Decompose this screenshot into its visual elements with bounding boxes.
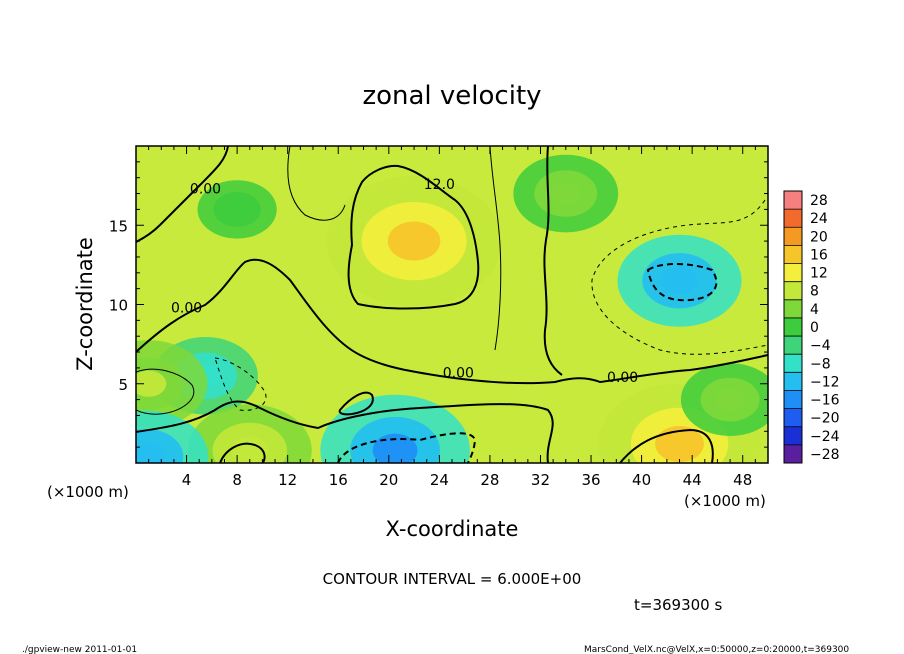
colorbar-label-14: −28 — [810, 447, 840, 463]
footer-right: MarsCond_VelX.nc@VelX,x=0:50000,z=0:2000… — [584, 645, 849, 654]
contour-line-zero-upper — [136, 146, 229, 243]
y-tick-label-15: 15 — [109, 217, 128, 235]
x-axis-ticks: 4 8 12 16 20 24 28 32 36 40 44 48 — [148, 146, 756, 489]
contour-label-4: 0.00 — [607, 370, 638, 386]
colorbar-frame — [783, 190, 803, 464]
x-unit-label: (×1000 m) — [684, 492, 766, 510]
colorbar-label-5: 8 — [810, 284, 819, 300]
x-tick-label-8: 8 — [232, 471, 242, 489]
field-blob-core-8 — [225, 200, 249, 219]
x-tick-label-24: 24 — [430, 471, 449, 489]
contour-line-pos-lower-left — [219, 442, 266, 463]
y-unit-label: (×1000 m) — [47, 483, 129, 501]
x-tick-label-20: 20 — [379, 471, 398, 489]
colorbar-label-2: 20 — [810, 229, 828, 245]
contour-line-thin-3 — [136, 368, 195, 415]
x-tick-label-40: 40 — [632, 471, 651, 489]
time-text: t=369300 s — [634, 596, 722, 614]
colorbar-swatch-13 — [784, 426, 802, 445]
colorbar-label-13: −24 — [810, 429, 840, 445]
colorbar-swatch-9 — [784, 354, 802, 373]
colorbar-label-7: 0 — [810, 320, 819, 336]
x-tick-label-36: 36 — [581, 471, 600, 489]
colorbar-swatch-0 — [784, 191, 802, 210]
x-axis-title: X-coordinate — [386, 517, 519, 541]
contour-label-1: 0.00 — [190, 182, 221, 198]
colorbar-swatch-7 — [784, 317, 802, 337]
contour-line-zero-blob — [338, 391, 374, 416]
field-blob-core-9 — [550, 181, 582, 206]
contour-line-neg-left — [214, 357, 267, 411]
x-tick-label-16: 16 — [329, 471, 348, 489]
colorbar-label-11: −16 — [810, 393, 840, 409]
field-blob-core-0 — [387, 221, 441, 261]
contour-line-zero-lower — [136, 400, 554, 463]
x-tick-label-48: 48 — [733, 471, 752, 489]
colorbar-label-0: 28 — [810, 193, 828, 209]
contour-line-neg-bottom — [337, 432, 477, 463]
contour-labels: 12.0 0.00 0.00 0.00 0.00 — [171, 177, 638, 386]
y-axis-title: Z-coordinate — [73, 237, 97, 371]
colorbar-swatch-1 — [784, 209, 802, 228]
colorbar-swatch-12 — [784, 408, 802, 427]
x-tick-label-4: 4 — [182, 471, 192, 489]
colorbar-swatch-4 — [784, 263, 802, 282]
field-blob-core-7 — [136, 442, 165, 463]
colorbar-label-6: 4 — [810, 302, 819, 318]
chart-title: zonal velocity — [362, 81, 541, 111]
colorbar-swatch-6 — [784, 299, 802, 318]
colorbar-label-9: −8 — [810, 356, 831, 372]
colorbar-swatch-3 — [784, 245, 802, 264]
colorbar-swatch-10 — [784, 372, 802, 391]
x-tick-label-32: 32 — [531, 471, 550, 489]
x-tick-label-28: 28 — [480, 471, 499, 489]
contour-interval-text: CONTOUR INTERVAL = 6.000E+00 — [323, 570, 582, 588]
contour-label-3: 0.00 — [443, 365, 474, 381]
field-blob-core-3 — [655, 425, 704, 463]
colorbar-label-1: 24 — [810, 211, 828, 227]
colorbar-label-4: 12 — [810, 266, 828, 282]
colorbar-label-3: 16 — [810, 247, 828, 263]
contour-line-thin-2 — [489, 146, 502, 351]
x-tick-label-44: 44 — [683, 471, 702, 489]
y-tick-label-5: 5 — [118, 376, 128, 394]
contour-line-neg-right — [646, 263, 718, 302]
y-axis-ticks: 5 10 15 — [109, 161, 768, 448]
contour-line-thin-1 — [287, 146, 346, 221]
contour-line-zero-vertical — [543, 146, 563, 376]
field-blob-core-1 — [660, 266, 699, 295]
colorbar-label-8: −4 — [810, 338, 831, 354]
colorbar-label-12: −20 — [810, 411, 840, 427]
contour-line-zero-middle — [136, 258, 768, 385]
colorbar: 28 24 20 16 12 8 4 0 −4 −8 −12 −16 −20 −24 −28 — [783, 190, 840, 464]
colorbar-swatch-2 — [784, 227, 802, 246]
contour-label-0: 12.0 — [424, 177, 455, 193]
colorbar-label-10: −12 — [810, 374, 840, 390]
contour-line-pos-lower-right — [619, 428, 714, 463]
colorbar-swatch-8 — [784, 336, 802, 355]
y-tick-label-10: 10 — [109, 297, 128, 315]
colorbar-swatch-5 — [784, 281, 802, 300]
contour-layer — [136, 146, 768, 463]
x-tick-label-12: 12 — [278, 471, 297, 489]
field-blob-core-6 — [231, 436, 269, 463]
colorbar-swatch-11 — [784, 390, 802, 409]
field-blob-core-10 — [715, 388, 745, 411]
contour-label-2: 0.00 — [171, 300, 202, 316]
contour-line-neg-right-outer — [591, 199, 768, 355]
contour-line-12 — [347, 164, 480, 310]
colorbar-swatch-14 — [784, 444, 802, 463]
field-blob-core-5 — [136, 370, 167, 397]
footer-left: ./gpview-new 2011-01-01 — [22, 645, 137, 654]
plot-area: 12.00.000.000.00 0.00 4 8 12 16 20 24 28 32 36 40 4… — [109, 145, 769, 489]
